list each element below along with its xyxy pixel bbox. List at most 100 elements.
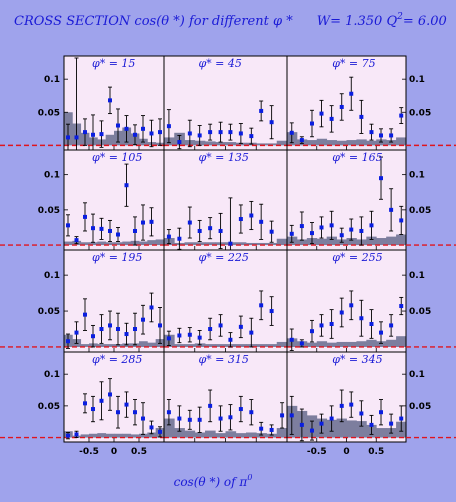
histogram-bar	[174, 428, 185, 438]
data-point	[399, 113, 404, 118]
data-point	[359, 411, 364, 416]
data-point	[389, 323, 394, 328]
histogram-bar	[215, 344, 226, 347]
histogram-bar	[64, 241, 73, 246]
x-axis-label-mid: *) of π	[206, 475, 249, 489]
data-point	[389, 133, 394, 138]
panel-label: φ* = 45	[198, 57, 241, 70]
title-w: W= 1.350 Q	[317, 14, 398, 29]
histogram-bar	[105, 344, 115, 347]
y-tick-label: 0.1	[44, 75, 60, 85]
data-point	[83, 312, 87, 317]
data-point	[74, 135, 79, 140]
data-point	[116, 327, 120, 332]
histogram-bar	[97, 241, 107, 246]
data-point	[177, 416, 182, 421]
panel: φ* = 225	[163, 249, 288, 353]
histogram-bar	[316, 341, 328, 347]
data-point	[228, 130, 233, 135]
data-point	[309, 121, 314, 126]
data-point	[269, 120, 274, 125]
data-point	[329, 416, 334, 421]
data-point	[399, 218, 404, 223]
data-point	[133, 132, 137, 137]
data-point	[299, 138, 304, 143]
y-tick-label: 0.05	[38, 402, 60, 412]
data-point	[369, 321, 374, 326]
histogram-bar	[296, 239, 308, 246]
panel: φ* = 255 0.1 0.05	[286, 249, 431, 353]
data-point	[208, 226, 213, 231]
data-point	[218, 416, 223, 421]
histogram-bar	[235, 242, 247, 246]
data-point	[289, 231, 294, 236]
histogram-bar	[386, 236, 397, 246]
data-point	[208, 403, 213, 408]
histogram-bar	[306, 140, 318, 146]
data-point	[141, 416, 145, 421]
histogram-bar	[80, 344, 90, 347]
data-point	[228, 415, 233, 420]
data-point	[249, 134, 254, 139]
data-point	[349, 227, 354, 232]
histogram-bar	[276, 428, 288, 438]
data-point	[359, 316, 364, 321]
data-point	[99, 398, 104, 403]
y-tick-label: 0.1	[44, 271, 60, 281]
histogram-bar	[235, 142, 247, 146]
x-tick-label: 0.5	[131, 447, 147, 457]
panel: φ* = 315	[163, 351, 288, 443]
data-point	[218, 323, 223, 328]
histogram-bar	[215, 433, 226, 438]
data-point	[249, 213, 254, 218]
data-point	[91, 132, 95, 137]
y-tick-label: 0.05	[38, 108, 60, 118]
data-point	[389, 421, 394, 426]
data-point	[259, 108, 264, 113]
panel-background	[287, 56, 406, 150]
histogram-bar	[130, 434, 140, 438]
data-point	[141, 317, 145, 322]
data-point	[289, 413, 294, 418]
panel-label: φ* = 315	[198, 353, 248, 366]
histogram-bar	[386, 140, 397, 146]
data-point	[280, 413, 285, 418]
histogram-bar	[114, 433, 123, 438]
data-point	[99, 327, 104, 332]
histogram-bar	[147, 432, 157, 438]
histogram-bar	[225, 142, 237, 146]
data-point	[197, 417, 202, 422]
data-point	[359, 114, 364, 119]
data-point	[249, 330, 254, 335]
data-point	[289, 130, 294, 135]
histogram-bar	[105, 134, 115, 146]
data-point	[369, 223, 374, 228]
data-point	[177, 140, 182, 145]
histogram-bar	[205, 430, 216, 438]
data-point	[66, 433, 70, 438]
y-tick-label: 0.1	[44, 370, 60, 380]
data-point	[83, 214, 87, 219]
histogram-bar	[205, 242, 216, 246]
histogram-bar	[346, 420, 357, 438]
data-point	[133, 410, 137, 415]
histogram-bar	[306, 342, 318, 347]
title-q2-exponent: 2	[396, 12, 403, 22]
data-point	[369, 422, 374, 427]
histogram-bar	[205, 141, 216, 146]
panel-background	[64, 352, 164, 442]
data-point	[83, 130, 87, 135]
panel-label: φ* = 225	[198, 251, 248, 264]
data-point	[99, 226, 104, 231]
y-tick-label: 0.05	[409, 307, 431, 317]
data-point	[339, 403, 344, 408]
histogram-bar	[366, 140, 377, 146]
histogram-bar	[276, 341, 288, 347]
histogram-bar	[97, 344, 107, 347]
histogram-bar	[346, 341, 357, 347]
y-tick-label: 0.05	[409, 108, 431, 118]
data-point	[83, 401, 87, 406]
data-point	[99, 132, 104, 137]
data-point	[177, 333, 182, 338]
data-point	[349, 91, 354, 96]
